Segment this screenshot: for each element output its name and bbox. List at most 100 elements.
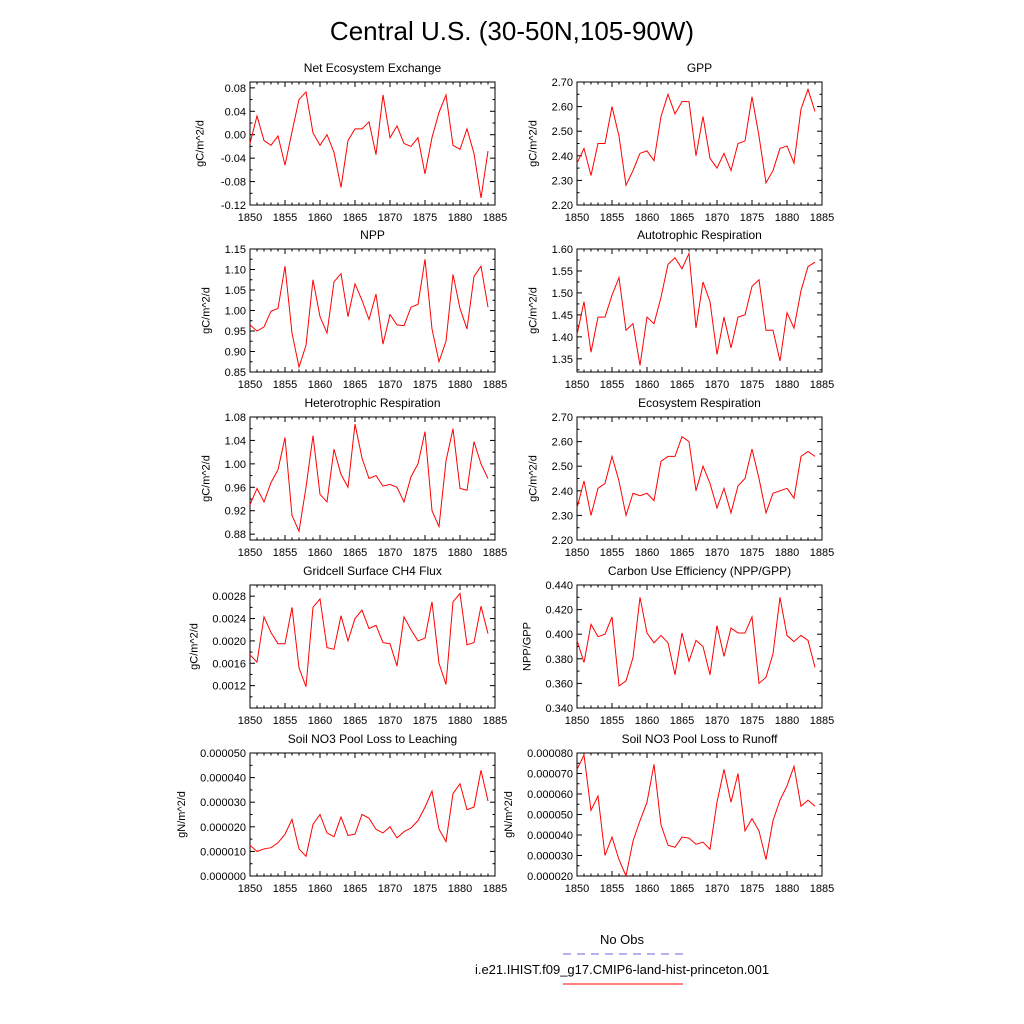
chart-3-xtick-label: 1885 [810, 379, 834, 391]
chart-0-xtick-label: 1880 [448, 212, 472, 224]
chart-2-xtick-label: 1875 [413, 379, 437, 391]
chart-1: GPP 1850 1855 1860 1865 1870 1875 1880 1885 2.20 2… [528, 61, 835, 224]
chart-7-ytick-label: 0.420 [545, 605, 573, 617]
chart-4-frame [249, 416, 496, 541]
chart-8-ytick-label: 0.000030 [200, 797, 246, 809]
chart-3-xtick-label: 1875 [740, 379, 764, 391]
chart-1-xtick-label: 1870 [705, 212, 729, 224]
chart-0-xtick-label: 1870 [378, 212, 402, 224]
chart-9-frame [576, 752, 823, 877]
chart-2-ytick-label: 1.10 [225, 265, 246, 277]
chart-7-xtick-label: 1870 [705, 715, 729, 727]
chart-9-ytick-label: 0.000050 [527, 810, 573, 822]
chart-1-ytick-label: 2.50 [552, 126, 573, 138]
chart-5-xtick-label: 1850 [565, 547, 589, 559]
chart-2-xtick-label: 1865 [343, 379, 367, 391]
chart-9-xtick-label: 1870 [705, 883, 729, 895]
chart-7-ytick-label: 0.340 [545, 703, 573, 715]
chart-4-xtick-label: 1885 [483, 547, 507, 559]
chart-8-xtick-label: 1875 [413, 883, 437, 895]
legend-case-label: i.e21.IHIST.f09_g17.CMIP6-land-hist-prin… [475, 962, 769, 977]
chart-0-ytick-label: -0.08 [221, 177, 246, 189]
chart-2-ytick-label: 1.05 [225, 285, 246, 297]
chart-9: Soil NO3 Pool Loss to Runoff 1850 1855 1860… [503, 732, 834, 895]
chart-0: Net Ecosystem Exchange 1850 1855 1860 1865 18… [195, 61, 508, 224]
chart-2-xtick-label: 1885 [483, 379, 507, 391]
chart-1-ytick-label: 2.30 [552, 175, 573, 187]
chart-8-ylabel: gN/m^2/d [176, 791, 188, 838]
chart-9-xtick-label: 1885 [810, 883, 834, 895]
chart-9-ytick-label: 0.000020 [527, 871, 573, 883]
chart-6-frame [249, 584, 496, 709]
chart-3-ytick-label: 1.35 [552, 354, 573, 366]
chart-2-ytick-label: 1.00 [225, 306, 246, 318]
chart-1-xtick-label: 1880 [775, 212, 799, 224]
chart-0-ytick-label: 0.08 [225, 83, 246, 95]
chart-2-xtick-label: 1860 [308, 379, 332, 391]
chart-6-ylabel: gC/m^2/d [188, 623, 200, 670]
chart-0-xtick-label: 1875 [413, 212, 437, 224]
chart-8-xtick-label: 1885 [483, 883, 507, 895]
chart-4-ytick-label: 0.92 [225, 506, 246, 518]
chart-4-series-line [249, 423, 489, 533]
chart-1-xtick-label: 1860 [635, 212, 659, 224]
chart-2-series-line [249, 259, 489, 370]
chart-5-ylabel: gC/m^2/d [528, 455, 540, 502]
chart-0-ytick-label: -0.12 [221, 200, 246, 212]
chart-7-frame [576, 584, 823, 709]
chart-2-ytick-label: 0.95 [225, 326, 246, 338]
legend-obs-label: No Obs [600, 932, 645, 947]
chart-5-xtick-label: 1875 [740, 547, 764, 559]
chart-7-xtick-label: 1880 [775, 715, 799, 727]
chart-4: Heterotrophic Respiration 1850 1855 1860 186… [201, 396, 508, 559]
chart-5-ytick-label: 2.70 [552, 412, 573, 424]
chart-4-xtick-label: 1875 [413, 547, 437, 559]
chart-7-ylabel: NPP/GPP [522, 622, 534, 671]
chart-3-ylabel: gC/m^2/d [528, 287, 540, 334]
chart-6-ytick-label: 0.0016 [212, 658, 246, 670]
chart-1-xtick-label: 1875 [740, 212, 764, 224]
chart-6-ytick-label: 0.0020 [212, 636, 246, 648]
chart-0-ylabel: gC/m^2/d [195, 120, 207, 167]
chart-0-ytick-label: 0.00 [225, 130, 246, 142]
chart-6-xtick-label: 1865 [343, 715, 367, 727]
chart-6-xtick-label: 1850 [238, 715, 262, 727]
chart-4-xtick-label: 1880 [448, 547, 472, 559]
chart-0-series-line [249, 90, 489, 199]
chart-2-frame [249, 248, 496, 373]
chart-1-ylabel: gC/m^2/d [528, 120, 540, 167]
chart-4-xtick-label: 1865 [343, 547, 367, 559]
chart-8-xtick-label: 1865 [343, 883, 367, 895]
chart-3-xtick-label: 1850 [565, 379, 589, 391]
chart-0-title: Net Ecosystem Exchange [304, 61, 442, 75]
chart-1-frame [576, 81, 823, 206]
chart-8-ytick-label: 0.000050 [200, 748, 246, 760]
chart-1-ytick-label: 2.70 [552, 77, 573, 89]
chart-2: NPP 1850 1855 1860 1865 1870 1875 1880 1885 0.85 0… [201, 228, 508, 391]
chart-0-xtick-label: 1885 [483, 212, 507, 224]
chart-9-xtick-label: 1875 [740, 883, 764, 895]
chart-2-ytick-label: 1.15 [225, 244, 246, 256]
chart-9-ytick-label: 0.000030 [527, 851, 573, 863]
chart-9-ytick-label: 0.000040 [527, 830, 573, 842]
chart-9-title: Soil NO3 Pool Loss to Runoff [622, 732, 779, 746]
chart-1-xtick-label: 1865 [670, 212, 694, 224]
chart-4-ytick-label: 0.88 [225, 529, 246, 541]
chart-6-xtick-label: 1875 [413, 715, 437, 727]
chart-1-ytick-label: 2.60 [552, 102, 573, 114]
chart-6-xtick-label: 1855 [273, 715, 297, 727]
chart-4-ytick-label: 0.96 [225, 482, 246, 494]
chart-0-frame [249, 81, 496, 206]
chart-3-ytick-label: 1.45 [552, 310, 573, 322]
chart-9-series-line [576, 753, 816, 878]
chart-5-xtick-label: 1870 [705, 547, 729, 559]
chart-3-ytick-label: 1.60 [552, 244, 573, 256]
chart-5-ytick-label: 2.60 [552, 437, 573, 449]
chart-6: Gridcell Surface CH4 Flux 1850 1855 1860 186… [188, 564, 507, 727]
chart-2-ytick-label: 0.90 [225, 347, 246, 359]
chart-7-xtick-label: 1855 [600, 715, 624, 727]
chart-3-xtick-label: 1880 [775, 379, 799, 391]
chart-6-ytick-label: 0.0028 [212, 591, 246, 603]
chart-1-xtick-label: 1855 [600, 212, 624, 224]
